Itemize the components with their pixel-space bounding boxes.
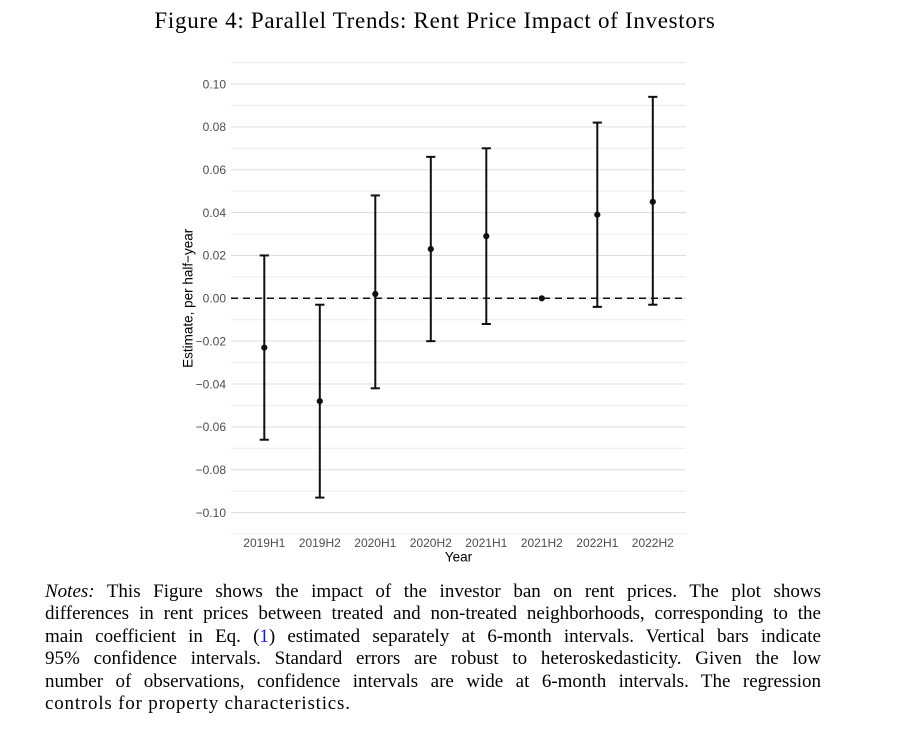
notes-text: main coefficient in Eq. ( xyxy=(45,625,260,647)
point-estimate xyxy=(261,344,268,351)
x-tick-label: 2019H2 xyxy=(299,536,341,550)
y-tick-label: −0.10 xyxy=(196,506,227,520)
figure-caption: Figure 4: Parallel Trends: Rent Price Im… xyxy=(154,8,716,33)
notes-line: 95% confidence intervals. Standard error… xyxy=(45,648,821,670)
notes-text: ) estimated separately at 6-month interv… xyxy=(268,625,821,647)
y-tick-label: −0.04 xyxy=(196,377,227,391)
y-tick-label: 0.04 xyxy=(203,206,227,220)
notes-label: Notes: xyxy=(45,580,95,602)
notes-text: This Figure shows the impact of the inve… xyxy=(94,580,821,602)
coefficient-plot: 0.10 0.08 0.06 0.04 0.02 0.00 −0.02 −0.04 −0.06 −… xyxy=(181,62,686,565)
point-estimate xyxy=(483,233,490,240)
notes-text: number of observations, confidence inter… xyxy=(45,670,821,692)
equation-reference-link[interactable]: 1 xyxy=(259,625,269,647)
point-estimate xyxy=(427,245,434,253)
x-tick-label: 2021H1 xyxy=(465,536,507,550)
point-estimate xyxy=(649,198,656,205)
y-tick-label: 0.08 xyxy=(203,120,227,134)
point-estimate xyxy=(538,295,545,302)
figure-notes: Notes: This Figure shows the impact of t… xyxy=(45,581,821,716)
y-tick-label: 0.02 xyxy=(203,249,227,263)
notes-text: controls for property characteristics. xyxy=(45,693,351,715)
notes-line: main coefficient in Eq. (1) estimated se… xyxy=(45,626,821,648)
x-tick-label: 2022H2 xyxy=(632,536,674,550)
x-axis-title: Year xyxy=(445,550,473,565)
x-tick-label: 2020H1 xyxy=(354,536,396,550)
notes-line: differences in rent prices between treat… xyxy=(45,603,821,625)
y-tick-label: 0.00 xyxy=(203,292,227,306)
y-axis-title: Estimate, per half−year xyxy=(181,228,196,368)
x-tick-label: 2022H1 xyxy=(576,536,618,550)
notes-line: Notes: This Figure shows the impact of t… xyxy=(45,581,821,603)
notes-text: differences in rent prices between treat… xyxy=(45,603,821,625)
point-estimate xyxy=(316,398,323,405)
y-tick-label: −0.08 xyxy=(196,463,227,477)
notes-text: 95% confidence intervals. Standard error… xyxy=(45,648,821,670)
point-estimate xyxy=(372,290,379,298)
y-tick-label: −0.02 xyxy=(196,334,227,348)
y-tick-label: 0.10 xyxy=(203,77,227,91)
y-tick-label: −0.06 xyxy=(196,420,227,434)
notes-line: number of observations, confidence inter… xyxy=(45,671,821,693)
point-estimate xyxy=(594,211,601,218)
x-tick-label: 2019H1 xyxy=(243,536,285,550)
notes-line: controls for property characteristics. xyxy=(45,693,821,715)
y-tick-label: 0.06 xyxy=(203,163,227,177)
x-tick-label: 2020H2 xyxy=(410,536,452,550)
x-tick-label: 2021H2 xyxy=(521,536,563,550)
